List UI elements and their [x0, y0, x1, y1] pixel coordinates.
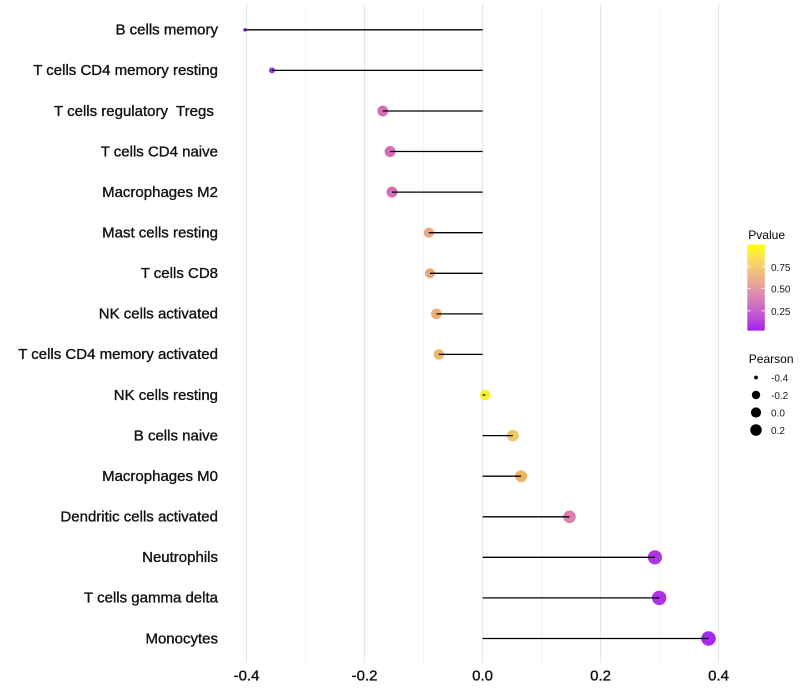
svg-text:B cells naive: B cells naive — [134, 427, 218, 444]
svg-text:T cells CD4 memory activated: T cells CD4 memory activated — [18, 346, 218, 363]
svg-text:T cells CD4 naive: T cells CD4 naive — [101, 143, 218, 160]
svg-text:Pearson: Pearson — [749, 352, 794, 366]
svg-text:Monocytes: Monocytes — [145, 630, 218, 647]
svg-text:0.0: 0.0 — [472, 667, 493, 684]
svg-text:T cells CD4 memory resting: T cells CD4 memory resting — [33, 62, 218, 79]
svg-text:-0.2: -0.2 — [771, 391, 789, 402]
svg-text:Dendritic cells activated: Dendritic cells activated — [60, 509, 218, 526]
svg-text:0.0: 0.0 — [771, 409, 785, 420]
svg-text:0.2: 0.2 — [590, 667, 611, 684]
svg-text:-0.4: -0.4 — [771, 374, 789, 385]
svg-text:Mast cells resting: Mast cells resting — [102, 225, 218, 242]
svg-text:Pvalue: Pvalue — [748, 228, 785, 242]
svg-text:0.2: 0.2 — [771, 426, 785, 437]
svg-text:Neutrophils: Neutrophils — [142, 549, 218, 566]
svg-text:Macrophages M0: Macrophages M0 — [102, 468, 218, 485]
svg-text:T cells gamma delta: T cells gamma delta — [84, 590, 219, 607]
svg-text:Macrophages M2: Macrophages M2 — [102, 184, 218, 201]
svg-text:T cells CD8: T cells CD8 — [141, 265, 218, 282]
svg-text:B cells memory: B cells memory — [115, 22, 218, 39]
svg-text:0.4: 0.4 — [708, 667, 729, 684]
svg-text:-0.2: -0.2 — [352, 667, 378, 684]
svg-text:NK cells activated: NK cells activated — [99, 306, 218, 323]
svg-text:NK cells resting: NK cells resting — [114, 387, 218, 404]
svg-text:0.25: 0.25 — [771, 307, 791, 318]
svg-text:0.75: 0.75 — [771, 263, 791, 274]
svg-text:T cells regulatory Tregs: T cells regulatory Tregs — [54, 103, 218, 120]
svg-text:0.50: 0.50 — [771, 285, 791, 296]
svg-text:-0.4: -0.4 — [234, 667, 260, 684]
